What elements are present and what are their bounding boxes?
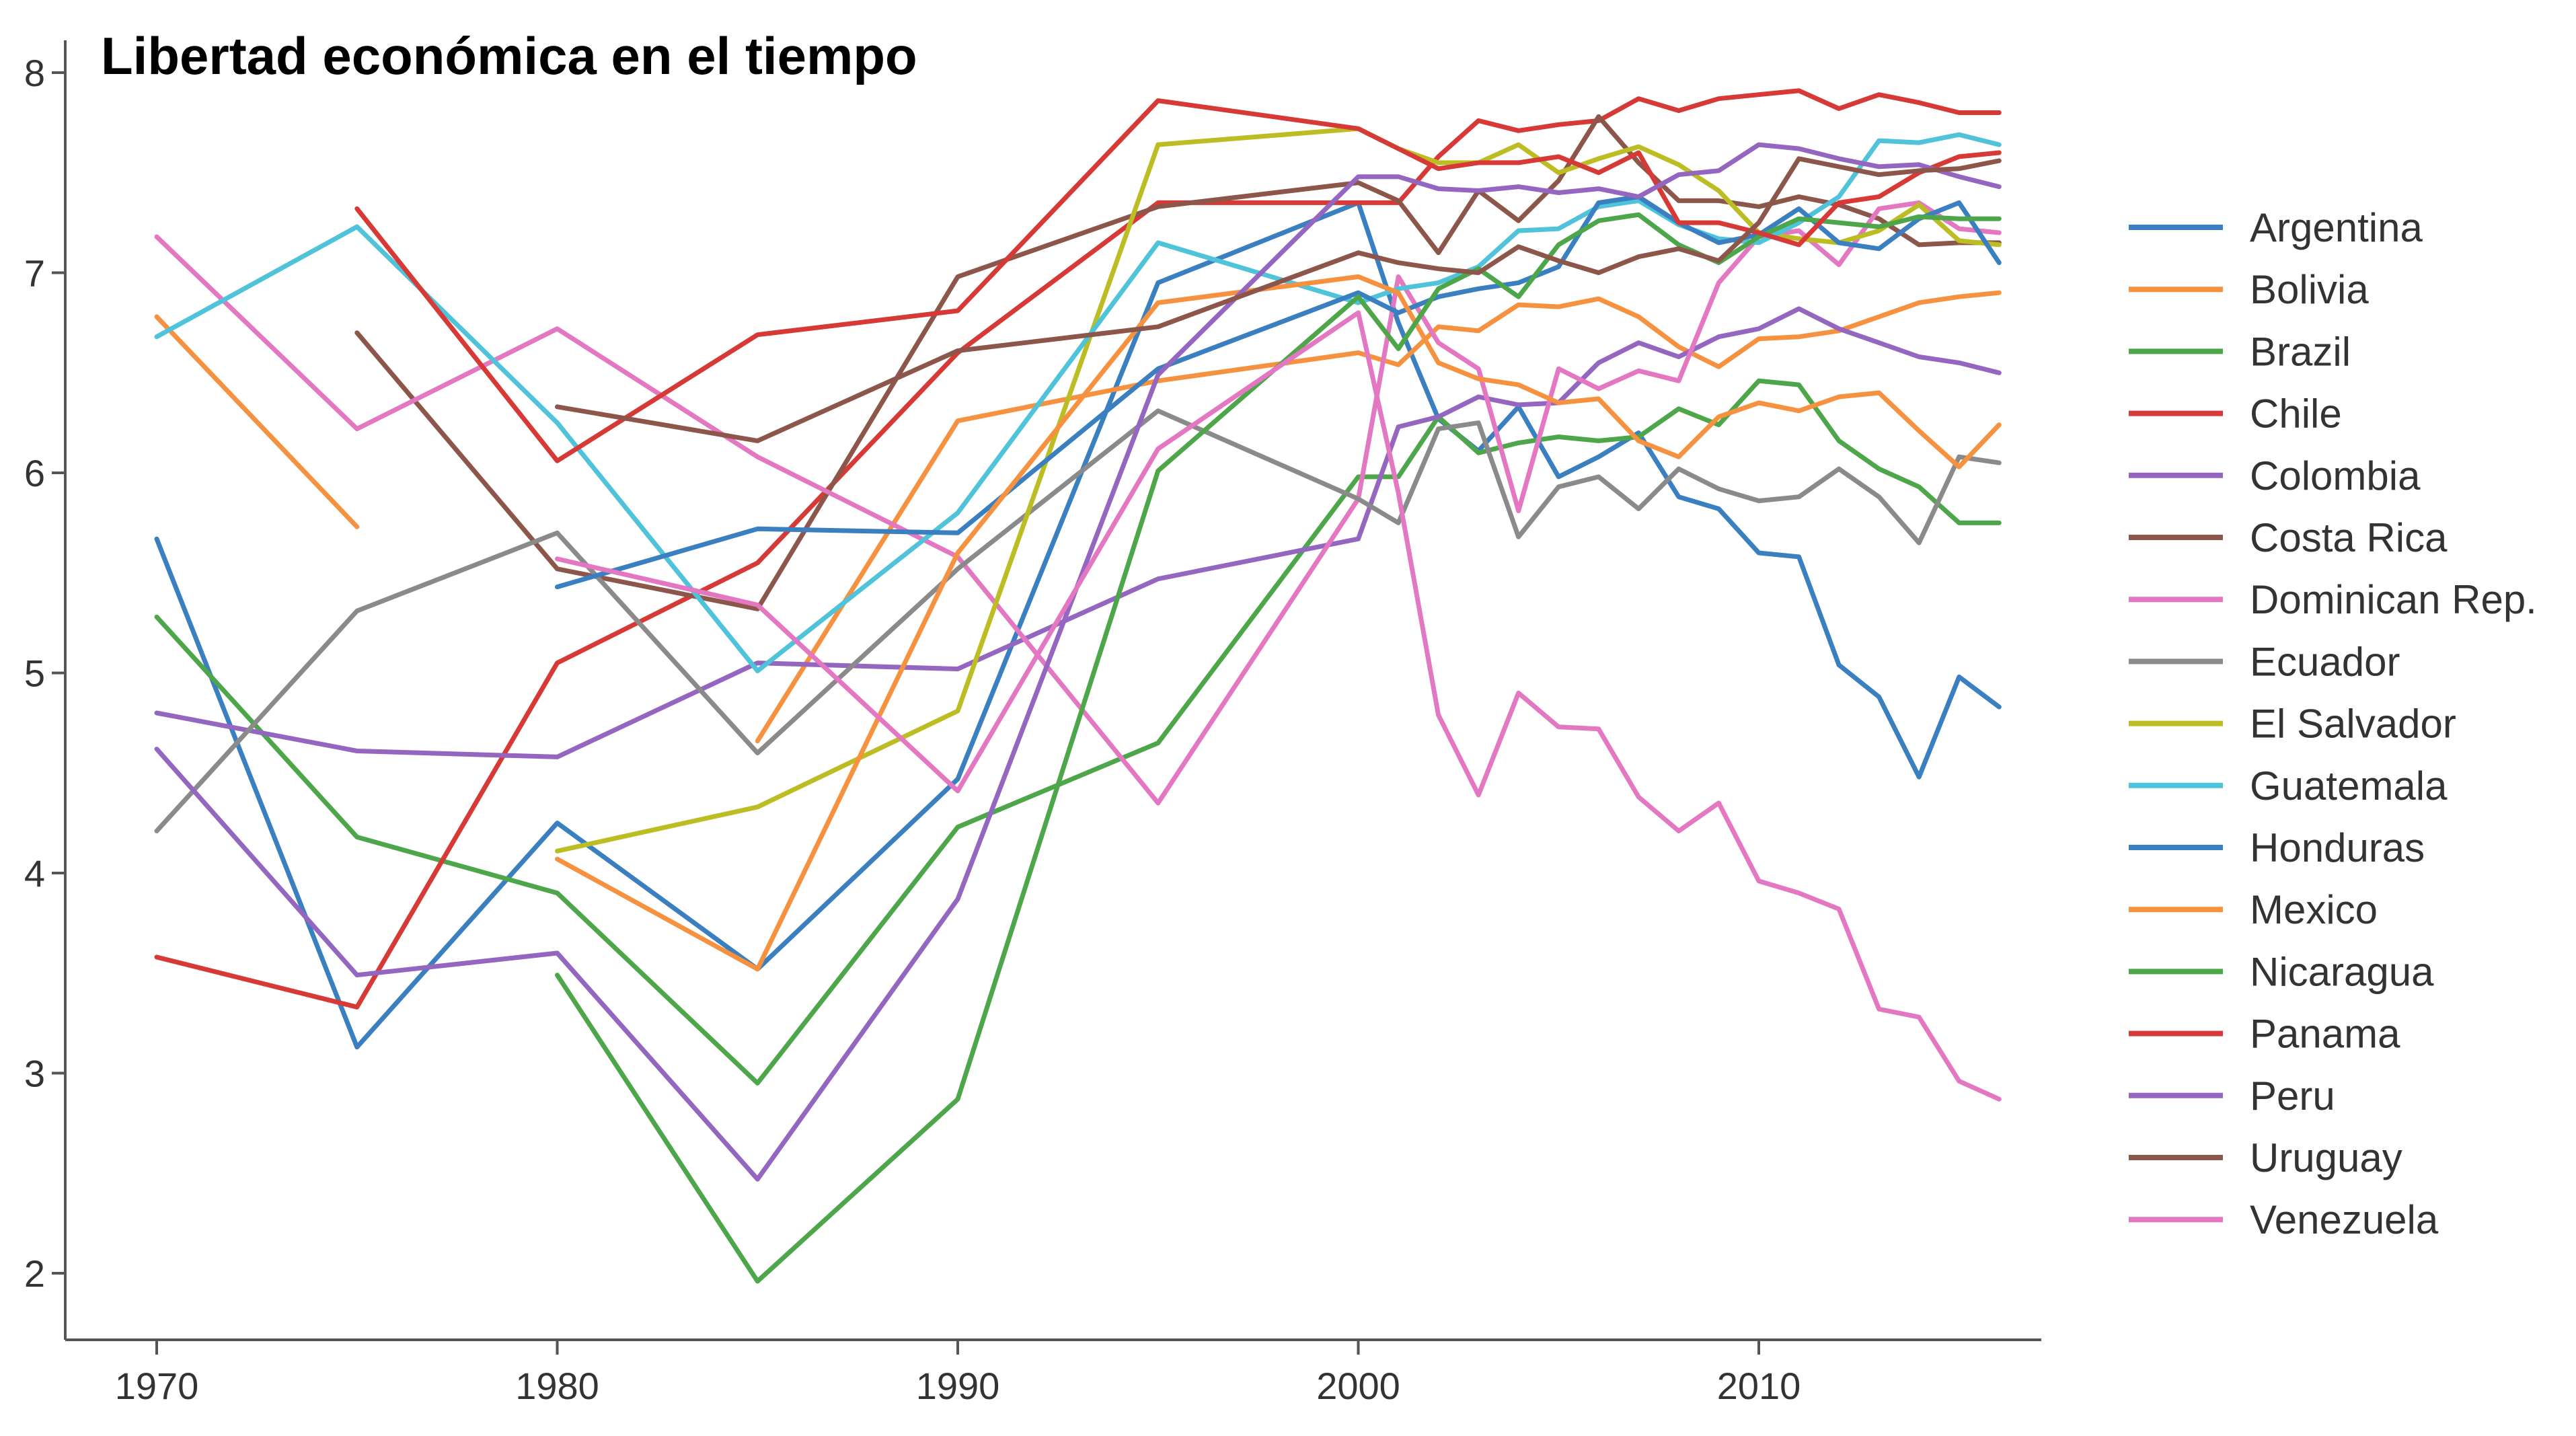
series-line-nicaragua (555, 212, 2002, 1284)
series-line-honduras (555, 194, 2002, 590)
series-line-chile (154, 88, 2002, 1010)
legend-label-colombia: Colombia (2250, 453, 2421, 498)
legend-label-argentina: Argentina (2250, 205, 2423, 250)
series-line-ecuador (154, 408, 2002, 833)
series-line-peru (154, 142, 2002, 1182)
legend-label-bolivia: Bolivia (2250, 267, 2369, 312)
x-tick-label: 2010 (1717, 1365, 1801, 1407)
legend-label-honduras: Honduras (2250, 825, 2425, 870)
x-tick-label: 1980 (515, 1365, 599, 1407)
series-line-brazil (154, 378, 2002, 1086)
legend-label-costa-rica: Costa Rica (2250, 515, 2448, 560)
y-tick-label: 4 (24, 852, 45, 895)
series-line-guatemala (154, 132, 2002, 673)
x-tick-label: 2000 (1316, 1365, 1400, 1407)
y-tick-label: 7 (24, 252, 45, 295)
y-tick-label: 6 (24, 452, 45, 494)
series-line-uruguay (555, 156, 2002, 443)
legend-label-venezuela: Venezuela (2250, 1197, 2439, 1242)
axes: 2 3 4 5 6 7 8 1970 1980 1990 2000 2010 (24, 40, 2041, 1407)
series-line-dominican-rep (154, 200, 2002, 806)
y-tick-label: 2 (24, 1252, 45, 1295)
x-tick-label: 1990 (916, 1365, 1000, 1407)
x-tick-label: 1970 (115, 1365, 199, 1407)
series-line-mexico (555, 274, 2002, 972)
legend-label-peru: Peru (2250, 1073, 2335, 1119)
legend-label-uruguay: Uruguay (2250, 1135, 2402, 1180)
series-line-el-salvador (555, 126, 2002, 854)
legend: Argentina Bolivia Brazil Chile Colombia Costa… (2129, 205, 2537, 1242)
legend-label-el-salvador: El Salvador (2250, 702, 2456, 747)
y-tick-label: 5 (24, 652, 45, 695)
series-line-venezuela (555, 310, 2002, 1102)
series-line-panama (354, 98, 2002, 463)
chart-title: Libertad económica en el tiempo (101, 26, 917, 85)
series-line-argentina (154, 200, 2002, 1050)
legend-label-nicaragua: Nicaragua (2250, 949, 2434, 994)
y-tick-label: 3 (24, 1053, 45, 1095)
legend-label-guatemala: Guatemala (2250, 763, 2448, 808)
legend-label-ecuador: Ecuador (2250, 639, 2400, 684)
series-line-costa-rica (354, 114, 2002, 611)
y-tick-label: 8 (24, 52, 45, 94)
legend-label-dominican-rep: Dominican Rep. (2250, 577, 2537, 622)
series-lines (154, 88, 2002, 1284)
legend-label-brazil: Brazil (2250, 329, 2351, 374)
legend-label-chile: Chile (2250, 391, 2342, 437)
legend-label-mexico: Mexico (2250, 887, 2378, 932)
legend-label-panama: Panama (2250, 1012, 2400, 1057)
series-line-bolivia (154, 290, 2002, 744)
